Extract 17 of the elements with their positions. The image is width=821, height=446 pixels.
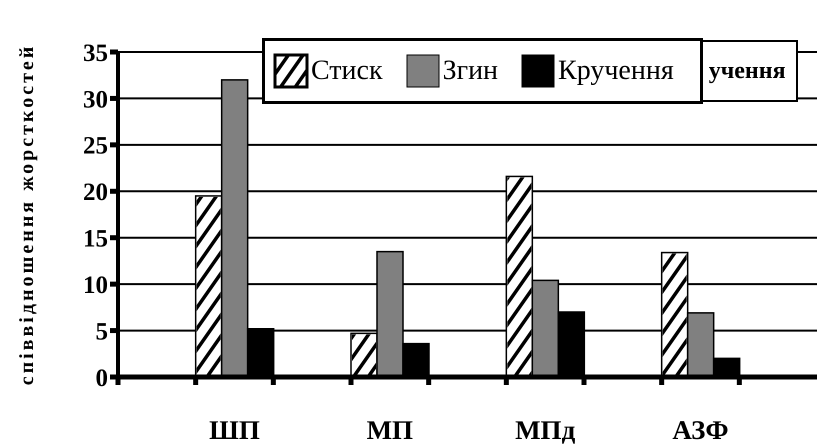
y-tick-label: 20 xyxy=(83,179,108,206)
legend-label: Стиск xyxy=(311,55,383,87)
y-tick-label: 30 xyxy=(83,86,108,114)
x-tick-label: АЗФ xyxy=(672,415,729,445)
x-tick-label: ШП xyxy=(209,415,260,445)
y-tick-label: 0 xyxy=(96,364,108,392)
y-axis-title: співвідношення жорсткостей xyxy=(16,44,38,386)
legend-label: Згин xyxy=(442,55,498,87)
x-tick-label: МПд xyxy=(515,415,576,445)
x-tick-label: МП xyxy=(366,415,414,445)
y-tick-label: 15 xyxy=(83,226,108,253)
y-tick-label: 5 xyxy=(96,318,108,346)
y-tick-label: 35 xyxy=(83,40,108,67)
y-tick-label: 25 xyxy=(83,132,108,160)
y-tick-label: 10 xyxy=(83,272,108,300)
annotation: учення xyxy=(702,40,798,102)
legend-label: Кручення xyxy=(558,55,674,87)
